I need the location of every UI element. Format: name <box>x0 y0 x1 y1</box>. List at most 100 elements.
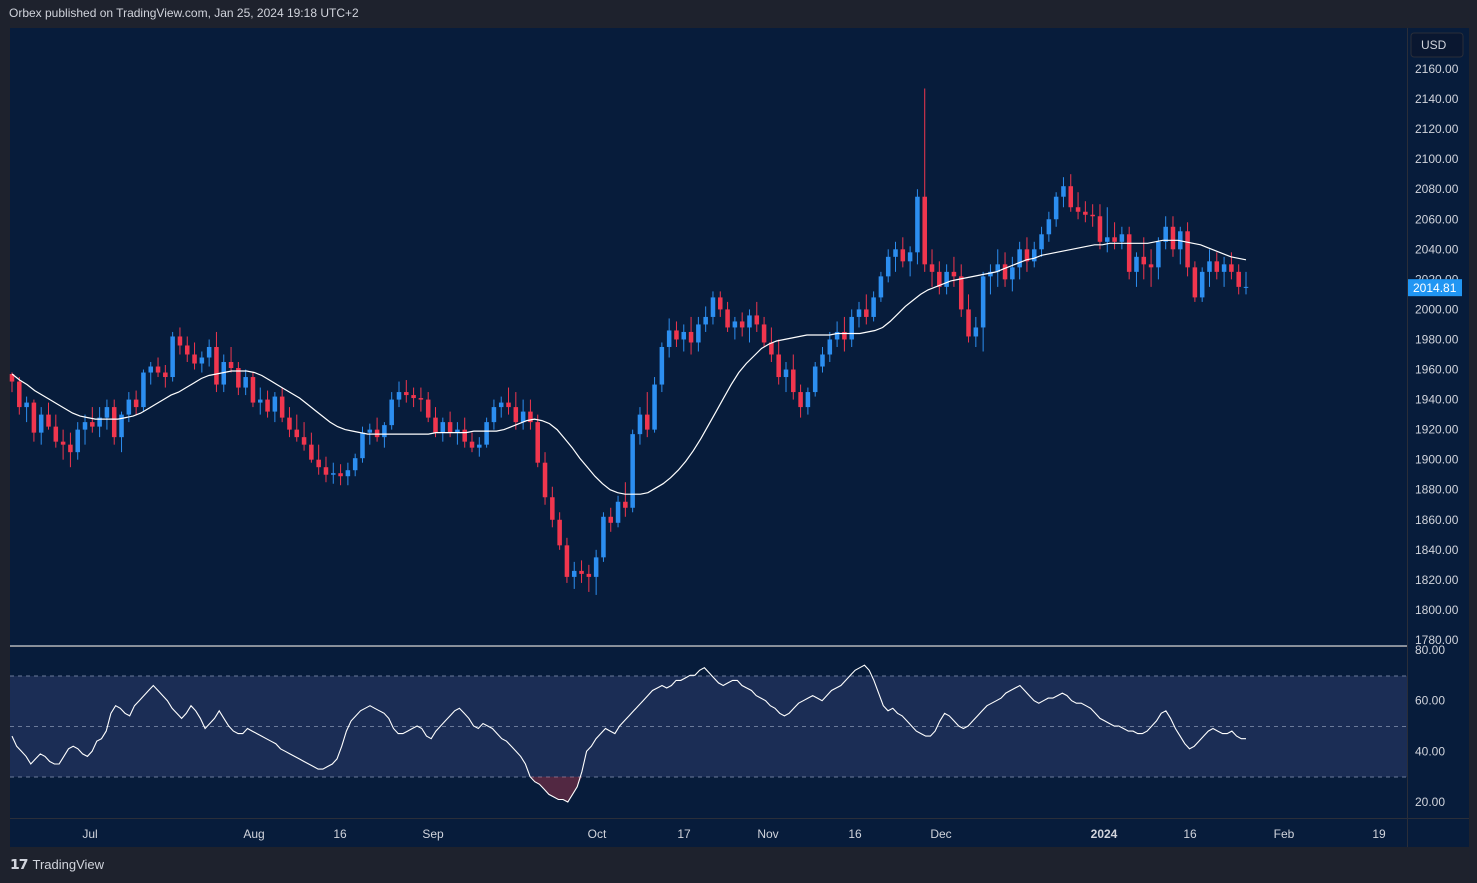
candle-body <box>60 441 66 445</box>
candle-body <box>922 196 927 265</box>
candle-body <box>1170 226 1176 250</box>
candle-body <box>396 392 402 400</box>
price-tick-label: 1940.00 <box>1415 393 1459 407</box>
price-tick-label: 2000.00 <box>1415 302 1459 316</box>
candle-body <box>1112 237 1117 242</box>
candle-body <box>90 422 95 427</box>
candle-body <box>1221 264 1227 272</box>
candle-body <box>498 402 504 408</box>
price-tick-label: 1980.00 <box>1415 332 1459 346</box>
candle-body <box>842 331 847 340</box>
currency-label: USD <box>1421 38 1447 52</box>
candle-body <box>506 402 511 408</box>
candle-body <box>265 399 270 412</box>
candle-body <box>900 249 906 262</box>
rsi-tick-label: 20.00 <box>1415 795 1445 809</box>
price-tick-label: 1780.00 <box>1415 633 1459 647</box>
candle-body <box>966 309 971 337</box>
candle-body <box>345 470 351 477</box>
candle-body <box>557 519 562 546</box>
candle-body <box>601 516 606 558</box>
candle-body <box>75 429 80 453</box>
candle-body <box>586 573 592 577</box>
rsi-tick-label: 80.00 <box>1415 643 1445 657</box>
candle-body <box>666 330 672 347</box>
candle-body <box>973 327 979 337</box>
candle-body <box>1236 271 1241 287</box>
candle-body <box>243 377 248 388</box>
candle-body <box>141 372 146 408</box>
candle-body <box>177 336 183 346</box>
candle-body <box>1126 234 1132 272</box>
candle-body <box>389 399 394 426</box>
candle-body <box>214 346 219 385</box>
candle-body <box>382 425 387 438</box>
time-tick-label: Dec <box>930 827 951 841</box>
candle-body <box>338 473 343 477</box>
price-tick-label: 2160.00 <box>1415 62 1459 76</box>
candle-body <box>425 399 431 418</box>
time-tick-label: 16 <box>333 827 347 841</box>
price-tick-label: 1920.00 <box>1415 423 1459 437</box>
candle-body <box>1024 249 1030 262</box>
candle-body <box>571 570 577 577</box>
time-tick-label: 2024 <box>1091 827 1118 841</box>
candle-body <box>878 276 884 298</box>
candle-body <box>477 444 482 448</box>
candle-body <box>615 501 621 523</box>
moving-average-line <box>11 239 1247 495</box>
price-tick-label: 2120.00 <box>1415 122 1459 136</box>
candle-body <box>367 429 373 433</box>
candle-body <box>1039 234 1044 250</box>
price-tick-label: 1800.00 <box>1415 603 1459 617</box>
rsi-line <box>11 664 1246 803</box>
candle-body <box>747 315 752 328</box>
candle-body <box>710 297 716 317</box>
candle-body <box>1075 207 1081 212</box>
candle-body <box>301 437 307 445</box>
candle-body <box>97 417 102 427</box>
candle-body <box>455 429 460 433</box>
candle-body <box>31 402 37 433</box>
main-pane-background <box>10 28 1407 646</box>
candle-body <box>484 422 489 445</box>
candle-body <box>659 346 665 385</box>
candle-body <box>864 309 869 317</box>
candle-body <box>404 392 409 396</box>
candle-body <box>192 354 197 364</box>
candle-body <box>951 271 957 277</box>
time-tick-label: 19 <box>1372 827 1386 841</box>
candle-body <box>885 256 891 277</box>
candle-body <box>674 330 679 340</box>
candle-body <box>761 324 767 343</box>
candle-body <box>513 407 519 423</box>
candle-body <box>352 458 358 471</box>
candles-layer <box>9 88 1249 595</box>
price-tick-label: 1840.00 <box>1415 543 1459 557</box>
candle-body <box>1031 249 1037 262</box>
currency-button[interactable] <box>1410 32 1464 58</box>
candle-body <box>834 331 840 340</box>
candle-body <box>593 557 599 577</box>
candle-body <box>739 321 745 328</box>
candle-body <box>732 321 738 328</box>
candle-body <box>623 501 628 508</box>
candle-body <box>915 196 920 253</box>
candle-body <box>783 369 789 378</box>
footer-brand[interactable]: 𝟭𝟳 TradingView <box>10 856 104 873</box>
candle-body <box>1119 234 1125 242</box>
candle-body <box>1090 214 1095 217</box>
time-tick-label: Oct <box>588 827 607 841</box>
candle-body <box>988 271 993 277</box>
time-axis-background <box>10 819 1407 847</box>
candle-body <box>1134 256 1139 272</box>
candle-body <box>644 414 650 430</box>
price-tick-label: 2080.00 <box>1415 182 1459 196</box>
candle-body <box>849 316 854 340</box>
rsi-tick-label: 40.00 <box>1415 744 1445 758</box>
time-tick-label: 16 <box>848 827 862 841</box>
candle-body <box>1097 216 1103 242</box>
candle-body <box>1061 186 1066 197</box>
candle-body <box>411 395 416 399</box>
candle-body <box>68 444 73 453</box>
